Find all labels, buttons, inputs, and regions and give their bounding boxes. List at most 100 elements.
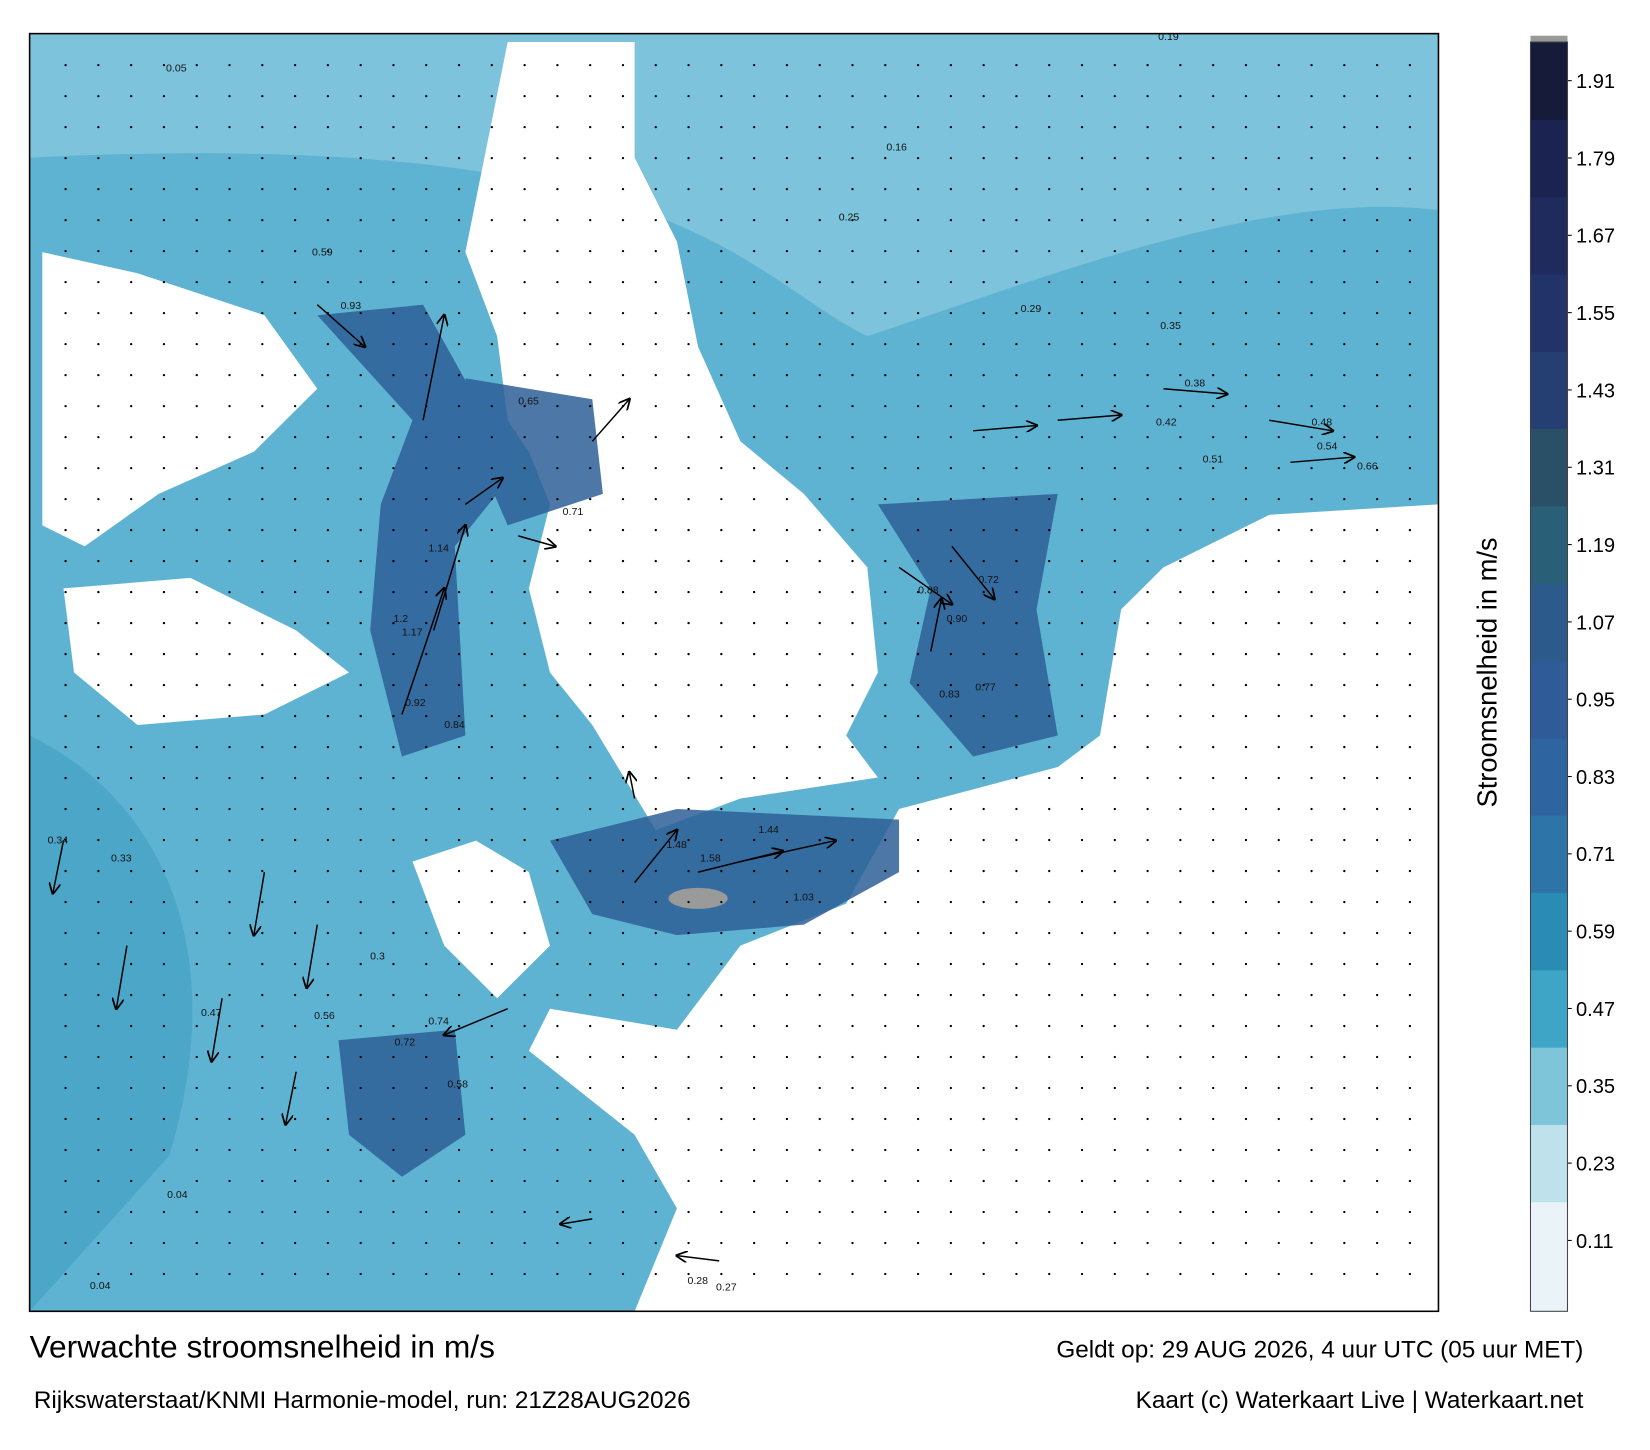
colorbar-band — [1530, 892, 1568, 971]
grid-dot — [1310, 466, 1313, 470]
grid-dot — [654, 931, 657, 935]
grid-dot — [654, 63, 657, 67]
grid-dot — [1015, 125, 1018, 129]
grid-dot — [228, 311, 231, 315]
grid-dot — [64, 249, 67, 253]
grid-dot — [490, 652, 493, 656]
grid-dot — [1375, 249, 1379, 253]
grid-dot — [129, 807, 133, 811]
grid-dot — [654, 776, 657, 780]
grid-dot — [785, 187, 789, 191]
grid-dot — [1244, 63, 1248, 67]
grid-dot — [1408, 993, 1412, 997]
grid-dot — [523, 528, 526, 532]
grid-dot — [818, 311, 821, 315]
grid-dot — [916, 776, 920, 780]
grid-dot — [195, 559, 198, 563]
grid-dot — [1375, 125, 1379, 129]
colorbar-tick-label: 1.91 — [1576, 71, 1615, 93]
grid-dot — [687, 838, 690, 842]
grid-dot — [359, 807, 362, 811]
grid-dot — [949, 125, 953, 129]
grid-dot — [785, 1086, 789, 1090]
grid-dot — [982, 1179, 985, 1183]
grid-dot — [1375, 187, 1379, 191]
grid-dot — [752, 249, 756, 253]
grid-dot — [982, 497, 985, 501]
grid-dot — [97, 807, 100, 811]
grid-dot — [293, 1024, 297, 1028]
grid-dot — [621, 1117, 625, 1121]
grid-dot — [1212, 311, 1215, 315]
grid-dot — [490, 435, 493, 439]
speed-label: 0.27 — [716, 1281, 737, 1293]
grid-dot — [1113, 931, 1116, 935]
grid-dot — [1080, 652, 1084, 656]
grid-dot — [621, 156, 625, 160]
grid-dot — [1113, 280, 1116, 284]
grid-dot — [589, 1148, 592, 1152]
grid-dot — [982, 249, 985, 253]
grid-dot — [392, 1024, 395, 1028]
grid-dot — [654, 373, 657, 377]
grid-dot — [1048, 807, 1051, 811]
grid-dot — [1048, 745, 1051, 749]
grid-dot — [359, 528, 362, 532]
grid-dot — [326, 435, 330, 439]
grid-dot — [1212, 1179, 1215, 1183]
grid-dot — [818, 342, 821, 346]
grid-dot — [293, 187, 297, 191]
grid-dot — [720, 311, 723, 315]
grid-dot — [916, 497, 920, 501]
grid-dot — [1048, 1210, 1051, 1214]
grid-dot — [687, 311, 690, 315]
grid-dot — [1080, 311, 1084, 315]
grid-dot — [785, 435, 789, 439]
grid-dot — [523, 652, 526, 656]
grid-dot — [884, 745, 887, 749]
grid-dot — [752, 962, 756, 966]
grid-dot — [293, 621, 297, 625]
colorbar-tick-label: 1.79 — [1576, 148, 1615, 170]
grid-dot — [293, 280, 297, 284]
speed-label: 0.28 — [688, 1275, 709, 1287]
grid-dot — [1343, 652, 1346, 656]
grid-dot — [129, 249, 133, 253]
grid-dot — [129, 1086, 133, 1090]
grid-dot — [1277, 156, 1280, 160]
grid-dot — [1113, 807, 1116, 811]
grid-dot — [162, 1241, 166, 1245]
grid-dot — [293, 683, 297, 687]
grid-dot — [129, 63, 133, 67]
grid-dot — [884, 776, 887, 780]
grid-dot — [1244, 404, 1248, 408]
grid-dot — [752, 838, 756, 842]
grid-dot — [1113, 156, 1116, 160]
grid-dot — [425, 962, 428, 966]
grid-dot — [261, 621, 264, 625]
grid-dot — [687, 621, 690, 625]
grid-dot — [621, 342, 625, 346]
grid-dot — [1113, 466, 1116, 470]
grid-dot — [359, 621, 362, 625]
grid-dot — [195, 1024, 198, 1028]
grid-dot — [425, 621, 428, 625]
grid-dot — [720, 156, 723, 160]
grid-dot — [949, 962, 953, 966]
grid-dot — [851, 311, 854, 315]
grid-dot — [1015, 280, 1018, 284]
grid-dot — [261, 993, 264, 997]
island — [668, 887, 728, 909]
grid-dot — [228, 714, 231, 718]
colorbar-tick-label: 0.95 — [1576, 690, 1615, 712]
grid-dot — [1310, 869, 1313, 873]
grid-dot — [752, 280, 756, 284]
grid-dot — [687, 94, 690, 98]
grid-dot — [326, 249, 330, 253]
grid-dot — [293, 94, 297, 98]
grid-dot — [982, 1055, 985, 1059]
grid-dot — [752, 993, 756, 997]
grid-dot — [1015, 621, 1018, 625]
grid-dot — [523, 1241, 526, 1245]
grid-dot — [359, 962, 362, 966]
